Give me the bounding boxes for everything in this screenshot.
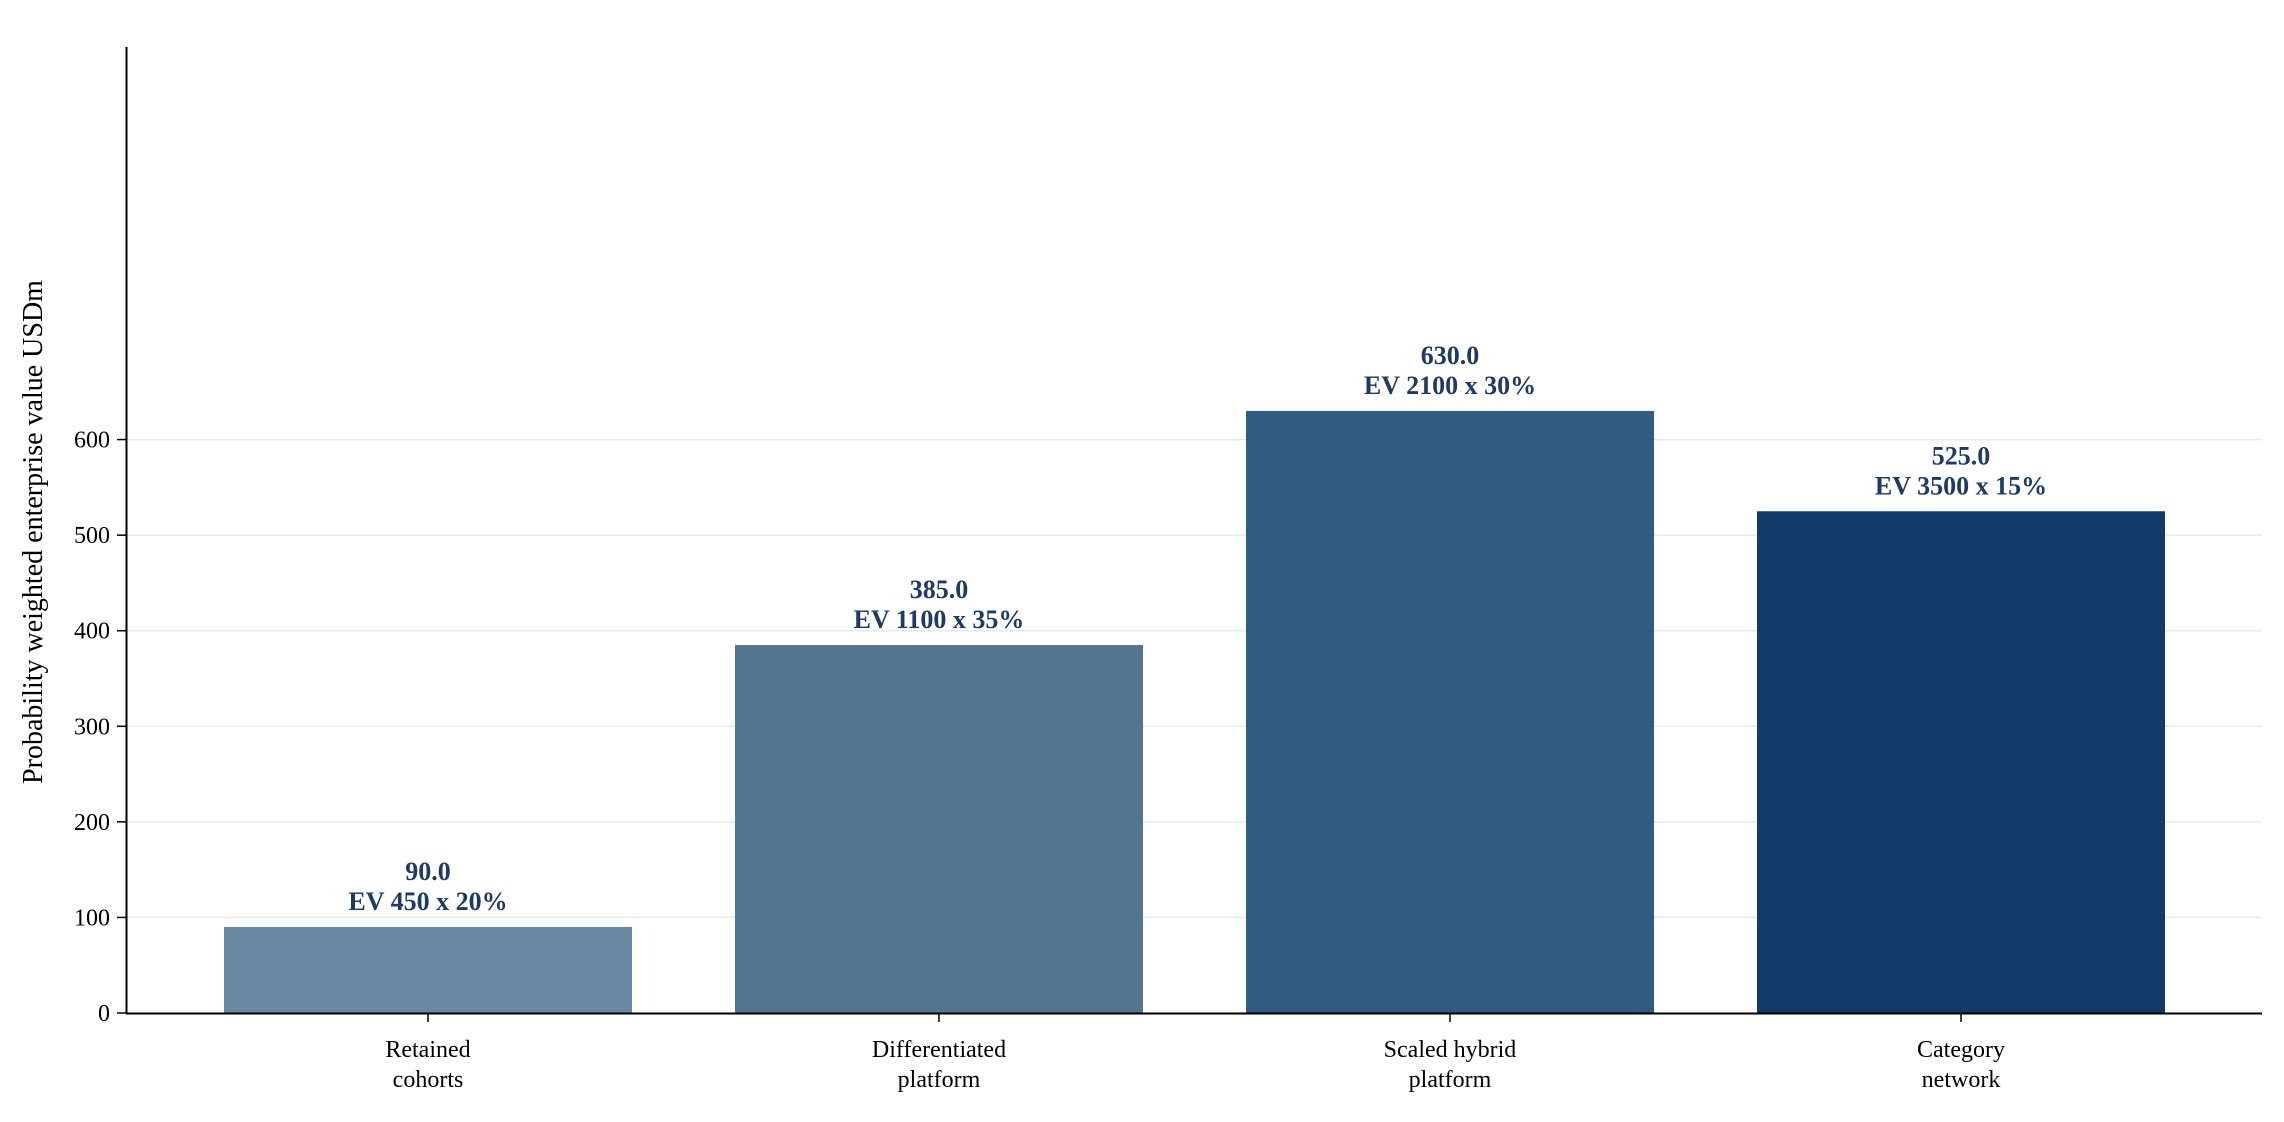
y-tick-label: 100 [74, 905, 110, 931]
bar-annotation-label: EV 1100 x 35% [854, 605, 1025, 634]
axes [125, 47, 2262, 1015]
bar-annotation-label: EV 3500 x 15% [1875, 471, 2047, 500]
bar [1246, 410, 1654, 1013]
y-tick-label: 600 [74, 428, 110, 454]
x-ticks: Retained cohorts Differentiated platform Sca… [385, 1013, 2005, 1093]
bar [735, 645, 1143, 1013]
y-tick-label: 200 [74, 810, 110, 836]
bar-value-label: 90.0 [405, 857, 451, 886]
bar-annotation-label: EV 2100 x 30% [1364, 371, 1536, 400]
y-axis-title: Probability weighted enterprise value US… [18, 280, 49, 784]
x-tick-label: Category network [1917, 1037, 2005, 1093]
x-tick-label: Scaled hybrid platform [1384, 1037, 1517, 1093]
x-tick-label: Differentiated platform [872, 1037, 1006, 1093]
bar-value-label: 525.0 [1932, 441, 1991, 470]
y-tick-label: 300 [74, 714, 110, 740]
bar-value-label: 630.0 [1421, 341, 1480, 370]
data-labels: 90.0EV 450 x 20%385.0EV 1100 x 35%630.0E… [348, 341, 2047, 916]
y-tick-label: 400 [74, 619, 110, 645]
y-ticks: 0 100 200 300 400 500 600 [74, 428, 126, 1027]
bar-value-label: 385.0 [910, 575, 969, 604]
bar [1757, 511, 2165, 1013]
y-tick-label: 500 [74, 523, 110, 549]
x-tick-label: Retained cohorts [385, 1037, 470, 1093]
bars [224, 410, 2165, 1013]
y-tick-label: 0 [98, 1001, 110, 1027]
bar [224, 926, 632, 1013]
bar-annotation-label: EV 450 x 20% [348, 887, 507, 916]
